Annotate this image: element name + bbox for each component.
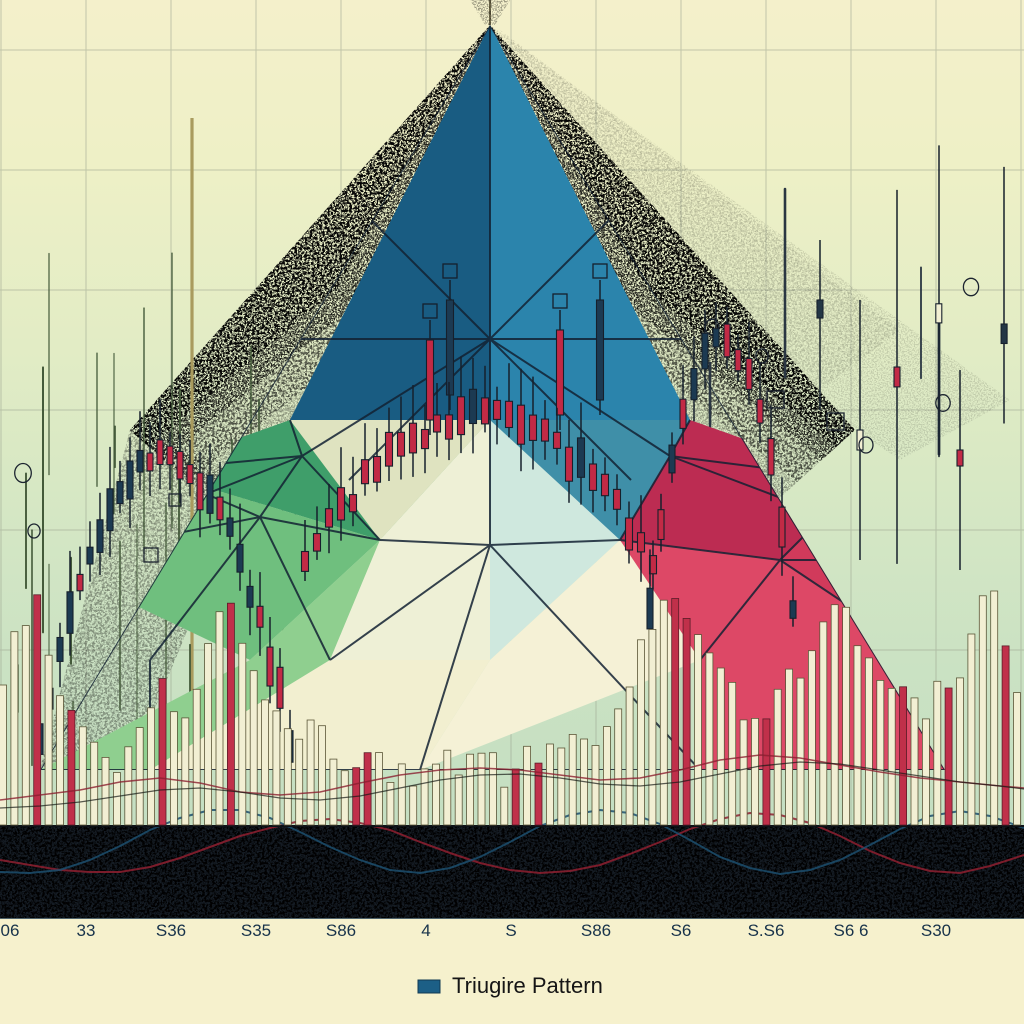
- svg-text:S.S6: S.S6: [748, 921, 785, 940]
- svg-text:S36: S36: [156, 921, 186, 940]
- svg-text:Triugire Pattern: Triugire Pattern: [452, 973, 603, 998]
- svg-text:4: 4: [421, 921, 430, 940]
- svg-text:S86: S86: [326, 921, 356, 940]
- svg-text:S30: S30: [921, 921, 951, 940]
- svg-text:33: 33: [77, 921, 96, 940]
- svg-text:06: 06: [1, 921, 20, 940]
- svg-text:S35: S35: [241, 921, 271, 940]
- svg-text:S: S: [505, 921, 516, 940]
- svg-text:S6: S6: [671, 921, 692, 940]
- svg-text:S86: S86: [581, 921, 611, 940]
- svg-text:S6 6: S6 6: [834, 921, 869, 940]
